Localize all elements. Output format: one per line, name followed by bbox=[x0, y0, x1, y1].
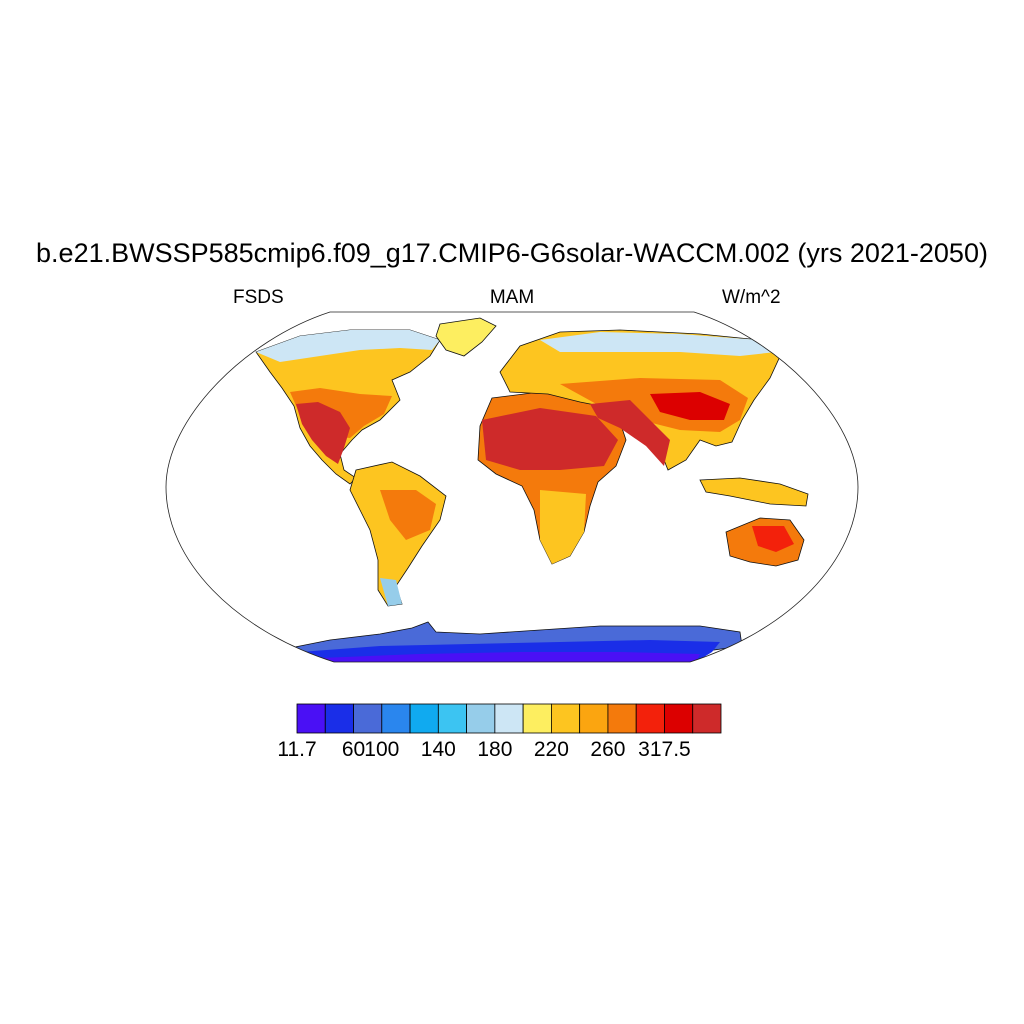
africa-south bbox=[540, 490, 586, 564]
season-label: MAM bbox=[489, 287, 535, 308]
colorbar-label: 11.7 bbox=[277, 738, 317, 761]
colorbar-box-13 bbox=[664, 703, 694, 734]
colorbar-label: 100 bbox=[364, 738, 400, 761]
colorbar-label: 60 bbox=[341, 738, 366, 761]
antarctica-core bbox=[320, 652, 700, 662]
australia-hottest bbox=[752, 526, 794, 552]
land-field bbox=[255, 317, 809, 662]
colorbar-box-7 bbox=[494, 703, 524, 734]
colorbar-label: 317.5 bbox=[638, 738, 691, 761]
colorbar-box-8 bbox=[522, 703, 552, 734]
colorbar-box-6 bbox=[466, 703, 496, 734]
colorbar-label: 140 bbox=[420, 738, 456, 761]
colorbar-box-2 bbox=[353, 703, 383, 734]
north-america-hottest bbox=[296, 402, 350, 464]
tibet-hottest bbox=[650, 392, 730, 420]
units-label: W/m^2 bbox=[722, 287, 781, 308]
colorbar-box-4 bbox=[409, 703, 439, 734]
greenland-region bbox=[435, 317, 497, 357]
north-america-arctic bbox=[256, 330, 440, 362]
variable-label: FSDS bbox=[233, 287, 284, 308]
south-america-region bbox=[349, 461, 447, 607]
colorbar bbox=[296, 703, 722, 734]
colorbar-box-1 bbox=[324, 703, 354, 734]
colorbar-label: 260 bbox=[590, 738, 626, 761]
south-america-south bbox=[380, 578, 402, 606]
middle-east-hottest bbox=[590, 400, 670, 466]
map-boundary bbox=[165, 311, 859, 663]
colorbar-box-3 bbox=[381, 703, 411, 734]
south-america-hot bbox=[380, 490, 436, 540]
siberia-cold bbox=[540, 332, 776, 356]
colorbar-box-10 bbox=[579, 703, 609, 734]
africa-sahara bbox=[482, 408, 618, 470]
colorbar-box-0 bbox=[296, 703, 326, 734]
colorbar-label: 180 bbox=[477, 738, 513, 761]
plot-title: b.e21.BWSSP585cmip6.f09_g17.CMIP6-G6sola… bbox=[36, 238, 988, 268]
colorbar-box-9 bbox=[551, 703, 581, 734]
colorbar-box-5 bbox=[437, 703, 468, 734]
colorbar-box-14 bbox=[692, 703, 722, 734]
colorbar-box-11 bbox=[607, 703, 637, 734]
colorbar-box-12 bbox=[635, 703, 665, 734]
indonesia-region bbox=[699, 477, 809, 507]
colorbar-label: 220 bbox=[533, 738, 569, 761]
